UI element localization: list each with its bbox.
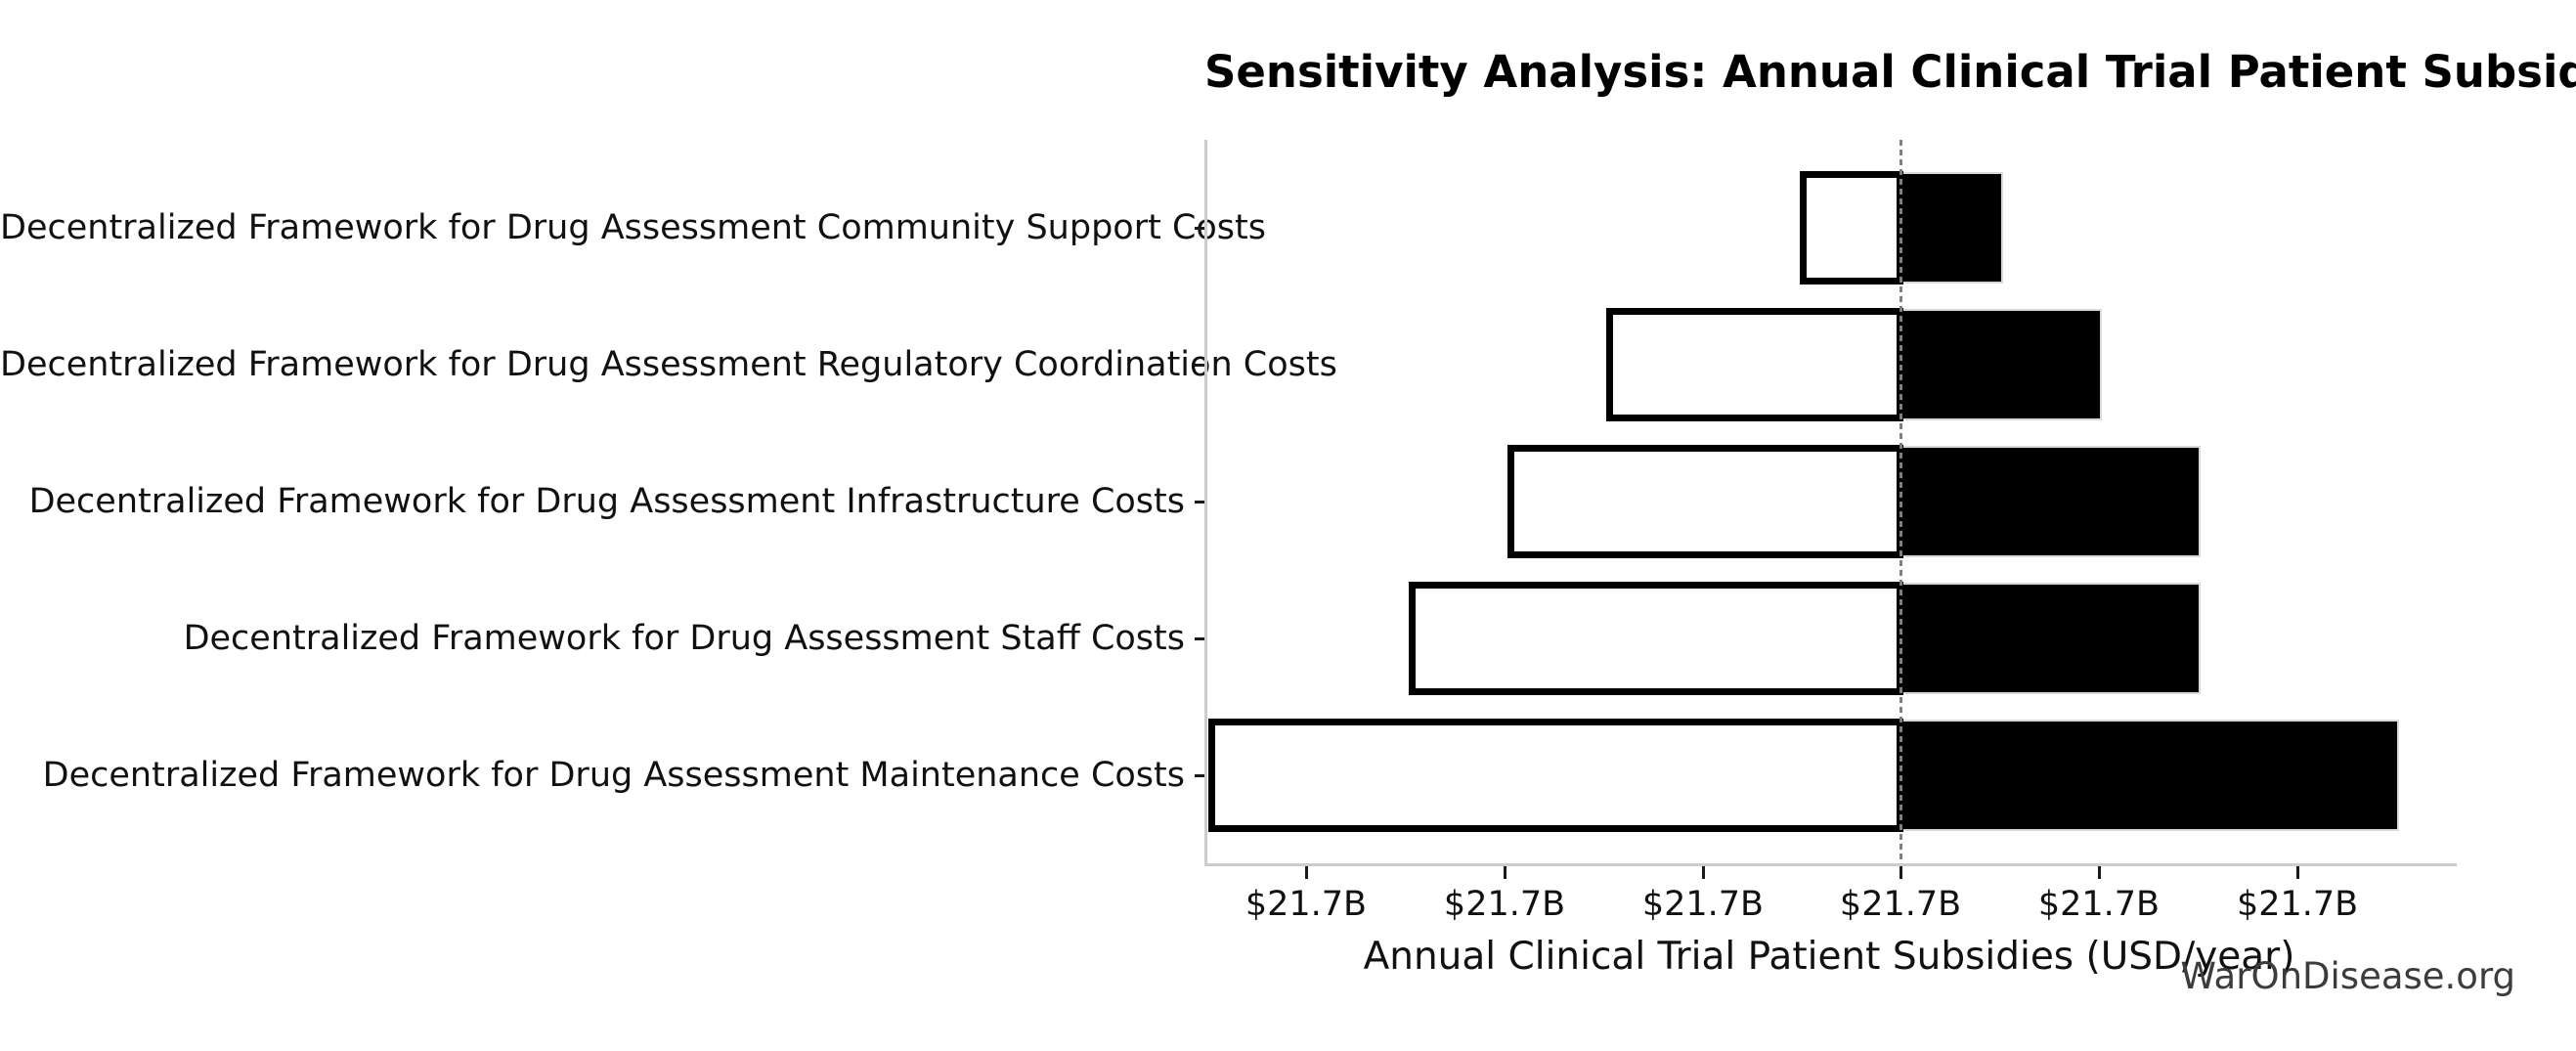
watermark: WarOnDisease.org bbox=[2180, 955, 2515, 997]
x-tick-mark bbox=[2296, 866, 2300, 879]
x-tick-label: $21.7B bbox=[1641, 885, 1765, 924]
x-tick-mark bbox=[1899, 866, 1903, 879]
x-tick-mark bbox=[1304, 866, 1308, 879]
y-tick-mark bbox=[1195, 501, 1204, 504]
bar-low-segment bbox=[1409, 582, 1904, 695]
bar-high-segment bbox=[1900, 172, 2003, 284]
bar-low-segment bbox=[1208, 719, 1904, 832]
x-tick-label: $21.7B bbox=[2236, 885, 2359, 924]
x-tick-label: $21.7B bbox=[1839, 885, 1962, 924]
baseline-dashed-line bbox=[1899, 140, 1903, 863]
x-tick-mark bbox=[2097, 866, 2101, 879]
y-tick-mark bbox=[1195, 364, 1204, 367]
bar-high-segment bbox=[1900, 720, 2399, 831]
y-axis-label: Decentralized Framework for Drug Assessm… bbox=[0, 345, 1337, 384]
x-tick-label: $21.7B bbox=[1443, 885, 1566, 924]
y-tick-mark bbox=[1195, 774, 1204, 777]
bar-high-segment bbox=[1900, 446, 2201, 557]
bar-high-segment bbox=[1900, 309, 2103, 420]
bar-low-segment bbox=[1506, 445, 1904, 558]
bar-low-segment bbox=[1800, 171, 1904, 285]
y-axis-label: Decentralized Framework for Drug Assessm… bbox=[42, 756, 1185, 795]
x-tick-label: $21.7B bbox=[1244, 885, 1368, 924]
bar-low-segment bbox=[1605, 308, 1904, 421]
chart-title: Sensitivity Analysis: Annual Clinical Tr… bbox=[1204, 46, 2576, 98]
y-axis-label: Decentralized Framework for Drug Assessm… bbox=[183, 619, 1185, 658]
y-tick-mark bbox=[1195, 227, 1204, 230]
bar-high-segment bbox=[1900, 583, 2201, 694]
y-tick-mark bbox=[1195, 637, 1204, 640]
y-axis-label: Decentralized Framework for Drug Assessm… bbox=[0, 208, 1266, 247]
x-tick-label: $21.7B bbox=[2037, 885, 2161, 924]
x-tick-mark bbox=[1504, 866, 1507, 879]
y-axis-label: Decentralized Framework for Drug Assessm… bbox=[28, 482, 1185, 521]
x-axis-title: Annual Clinical Trial Patient Subsidies … bbox=[1363, 935, 2295, 979]
plot-area: $21.7B $21.7B $21.7B $21.7B $21.7B $21.7B bbox=[1204, 140, 2457, 924]
x-tick-mark bbox=[1701, 866, 1705, 879]
